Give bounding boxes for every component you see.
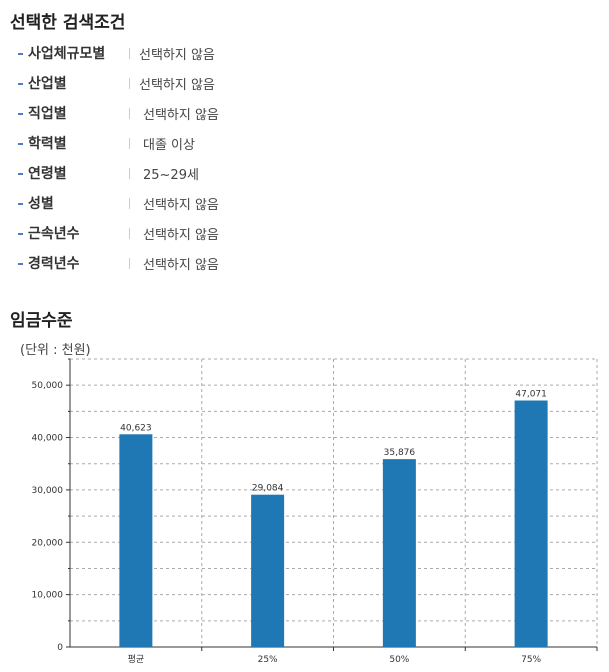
condition-value: 선택하지 않음 [143,107,219,123]
bullet-icon [18,53,23,55]
condition-label: 성별 [28,196,54,212]
y-tick-label: 40,000 [32,434,64,444]
separator [129,107,130,119]
separator [129,47,130,59]
data-label: 40,623 [120,423,152,433]
y-tick-label: 10,000 [32,591,64,601]
separator [129,77,130,89]
separator [129,227,130,239]
wage-title: 임금수준 [10,311,73,331]
conditions-list: 사업체규모별 선택하지 않음 산업별 선택하지 않음 직업별 선택하지 않음 학력별 대졸 이… [18,38,219,278]
bullet-icon [18,173,23,175]
condition-value: 선택하지 않음 [143,227,219,243]
x-tick-label: 25% [258,655,278,665]
y-tick-label: 20,000 [32,538,64,548]
condition-label: 근속년수 [28,226,80,242]
data-label: 47,071 [515,390,547,400]
x-tick-label: 50% [389,655,409,665]
bullet-icon [18,143,23,145]
condition-label: 산업별 [28,76,67,92]
condition-row: 학력별 대졸 이상 [18,128,195,158]
unit-label: (단위 : 천원) [20,343,91,358]
y-tick-label: 50,000 [32,381,64,391]
condition-row: 근속년수 선택하지 않음 [18,218,219,248]
condition-value: 25~29세 [143,167,199,183]
x-tick-label: 평균 [128,654,145,665]
condition-value: 선택하지 않음 [143,197,219,213]
bar [251,494,285,647]
bar [514,400,548,647]
condition-label: 학력별 [28,136,67,152]
condition-row: 성별 선택하지 않음 [18,188,219,218]
condition-label: 연령별 [28,166,67,182]
separator [129,197,130,209]
bullet-icon [18,113,23,115]
condition-row: 경력년수 선택하지 않음 [18,248,219,278]
y-tick-label: 0 [57,643,63,653]
condition-value: 선택하지 않음 [139,77,215,93]
condition-row: 연령별 25~29세 [18,158,199,188]
conditions-title: 선택한 검색조건 [10,13,126,33]
bar [382,459,416,647]
data-label: 35,876 [384,448,416,458]
bullet-icon [18,203,23,205]
y-tick-label: 30,000 [32,486,64,496]
condition-value: 대졸 이상 [143,137,195,153]
condition-label: 사업체규모별 [28,46,106,62]
bar [119,434,153,647]
x-tick-label: 75% [521,655,541,665]
bullet-icon [18,233,23,235]
condition-value: 선택하지 않음 [143,257,219,273]
condition-row: 직업별 선택하지 않음 [18,98,219,128]
condition-label: 경력년수 [28,256,80,272]
condition-label: 직업별 [28,106,67,122]
separator [129,167,130,179]
separator [129,257,130,269]
separator [129,137,130,149]
condition-row: 산업별 선택하지 않음 [18,68,215,98]
data-label: 29,084 [252,484,284,494]
bullet-icon [18,263,23,265]
condition-row: 사업체규모별 선택하지 않음 [18,38,215,68]
condition-value: 선택하지 않음 [139,47,215,63]
bullet-icon [18,83,23,85]
